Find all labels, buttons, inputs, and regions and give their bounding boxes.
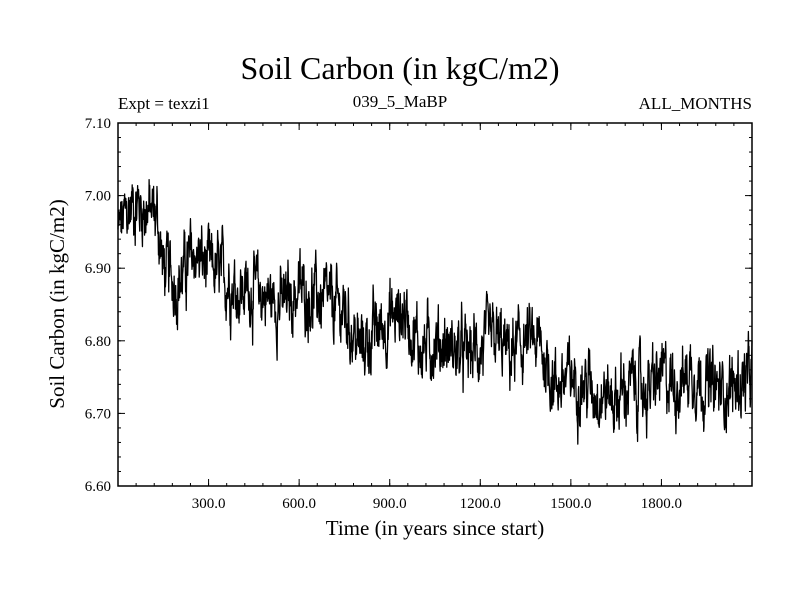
plot-frame [117, 122, 753, 487]
y-axis-label: Soil Carbon (in kgC/m2) [45, 199, 69, 408]
x-tick-label: 1200.0 [460, 496, 501, 512]
y-tick-label: 6.90 [85, 261, 111, 277]
period-label: 039_5_MaBP [352, 92, 448, 111]
ticks-layer: 6.60 6.70 6.80 6.90 7.00 7.10 300.0 600.0 900.0 1… [85, 116, 752, 512]
y-tick-label: 6.80 [85, 334, 111, 350]
x-tick-label: 1500.0 [550, 496, 591, 512]
x-tick-label: 1800.0 [641, 496, 682, 512]
months-label: ALL_MONTHS [638, 94, 752, 113]
y-tick-label: 7.10 [85, 116, 111, 132]
x-axis-label: Time (in years since start) [326, 516, 545, 540]
chart-title: Soil Carbon (in kgC/m2) [240, 50, 560, 86]
x-tick-label: 300.0 [192, 496, 226, 512]
experiment-label: Expt = texzi1 [118, 94, 210, 113]
y-tick-label: 6.70 [85, 406, 111, 422]
y-tick-label: 7.00 [85, 189, 111, 205]
y-tick-label: 6.60 [85, 479, 111, 495]
series-layer [117, 179, 753, 445]
series-line [117, 179, 753, 445]
x-tick-label: 900.0 [373, 496, 407, 512]
x-tick-label: 600.0 [282, 496, 316, 512]
